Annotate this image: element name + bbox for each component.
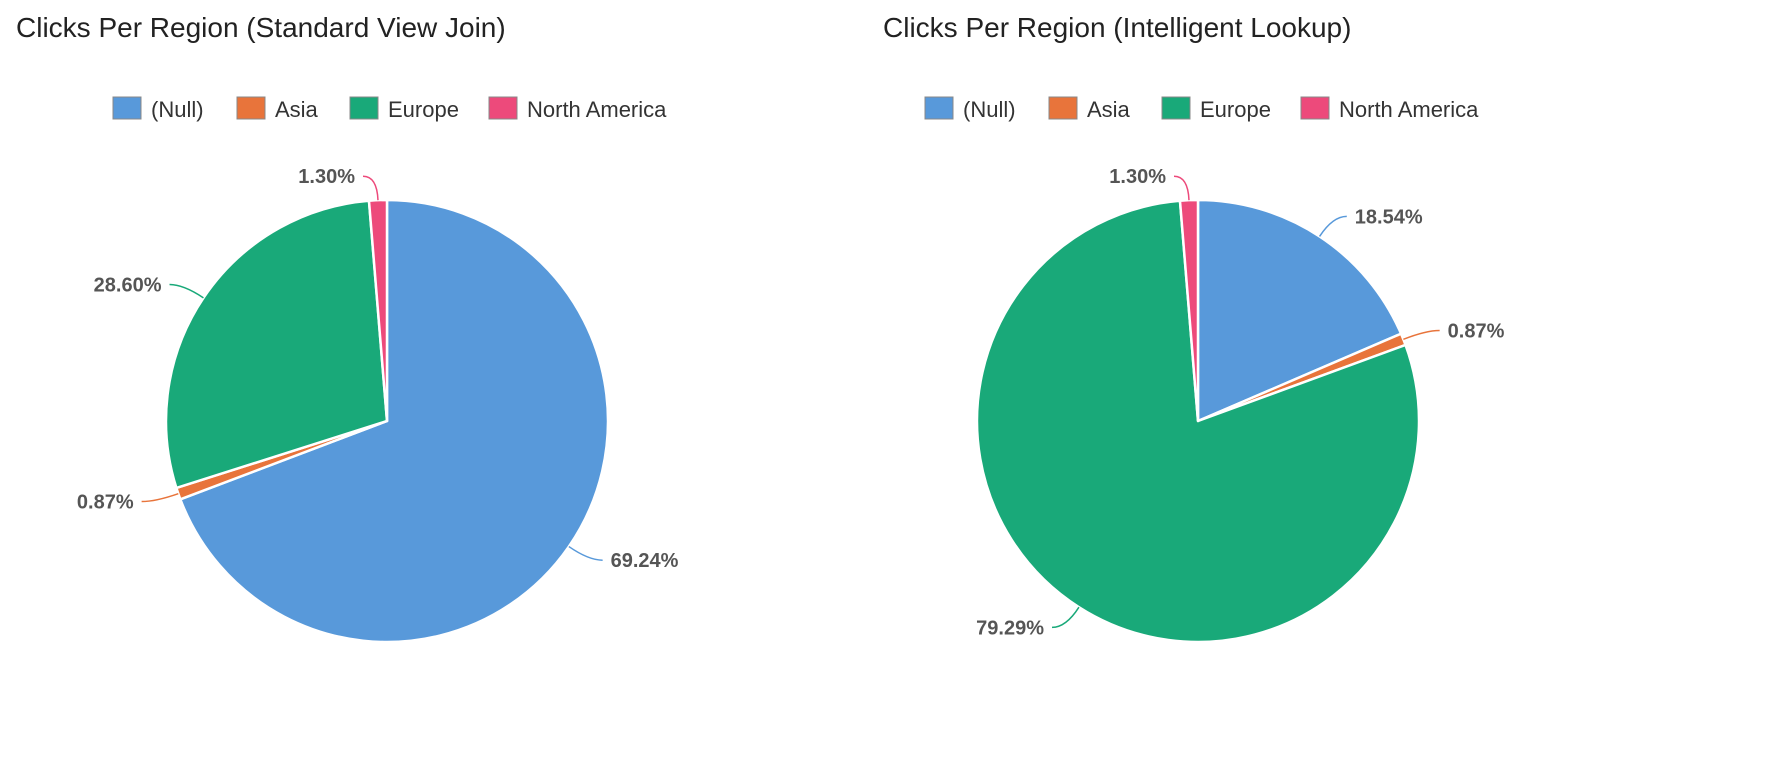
slice-value-label-asia: 0.87% (1448, 320, 1505, 342)
legend-swatch (924, 96, 954, 120)
slice-value-label-north-america: 1.30% (1109, 166, 1166, 188)
leader-line-null (568, 545, 603, 561)
legend-label: North America (527, 97, 667, 122)
pie-slice-north-america[interactable] (1178, 198, 1200, 423)
chart-standard-view-join: Clicks Per Region (Standard View Join) (… (16, 12, 679, 644)
slice-value-label-null: 69.24% (611, 550, 679, 572)
legend-item-north-america[interactable]: North America (488, 96, 667, 122)
legend-item-null[interactable]: (Null) (924, 96, 1016, 122)
legend-item-north-america[interactable]: North America (1300, 96, 1479, 122)
legend-swatch (236, 96, 266, 120)
legend-swatch (488, 96, 518, 120)
leader-line-asia (141, 492, 179, 503)
slice-value-label-asia: 0.87% (77, 492, 134, 514)
leader-line-null (1318, 215, 1347, 237)
slice-value-label-europe: 79.29% (976, 617, 1044, 639)
leader-line-north-america (1173, 175, 1190, 201)
pie-slice-null[interactable] (179, 198, 610, 644)
slice-value-label-north-america: 1.30% (298, 166, 355, 188)
chart-title: Clicks Per Region (Intelligent Lookup) (883, 12, 1352, 43)
leader-line-asia (1403, 329, 1440, 341)
slice-value-label-europe: 28.60% (94, 275, 162, 297)
pie-slice-null[interactable] (1196, 198, 1403, 423)
pie-slice-north-america[interactable] (367, 198, 389, 423)
legend-label: Europe (1200, 97, 1271, 122)
legend-swatch (1048, 96, 1078, 120)
slice-value-label-null: 18.54% (1355, 206, 1423, 228)
pie-chart-svg: (Null) Asia Europe North America 69.24% 0.87%… (77, 96, 679, 644)
chart-title: Clicks Per Region (Standard View Join) (16, 12, 506, 43)
legend-swatch (349, 96, 379, 120)
legend-swatch (1300, 96, 1330, 120)
legend-label: (Null) (151, 97, 204, 122)
chart-intelligent-lookup: Clicks Per Region (Intelligent Lookup) (… (883, 0, 1766, 770)
legend-label: Asia (1087, 97, 1131, 122)
leader-line-europe (1051, 606, 1080, 629)
legend-item-asia[interactable]: Asia (236, 96, 319, 122)
legend-swatch (1161, 96, 1191, 120)
leader-line-north-america (362, 175, 379, 201)
legend-item-asia[interactable]: Asia (1048, 96, 1131, 122)
legend-label: Asia (275, 97, 319, 122)
legend-item-europe[interactable]: Europe (349, 96, 459, 122)
legend-label: Europe (388, 97, 459, 122)
legend-label: North America (1339, 97, 1479, 122)
legend-swatch (112, 96, 142, 120)
pie-slice-europe[interactable] (164, 199, 389, 490)
pie-chart-svg: (Null) Asia Europe North America 18.54% 0.87%… (924, 96, 1505, 644)
legend-item-null[interactable]: (Null) (112, 96, 204, 122)
legend-label: (Null) (963, 97, 1016, 122)
legend-item-europe[interactable]: Europe (1161, 96, 1271, 122)
leader-line-europe (169, 283, 204, 299)
